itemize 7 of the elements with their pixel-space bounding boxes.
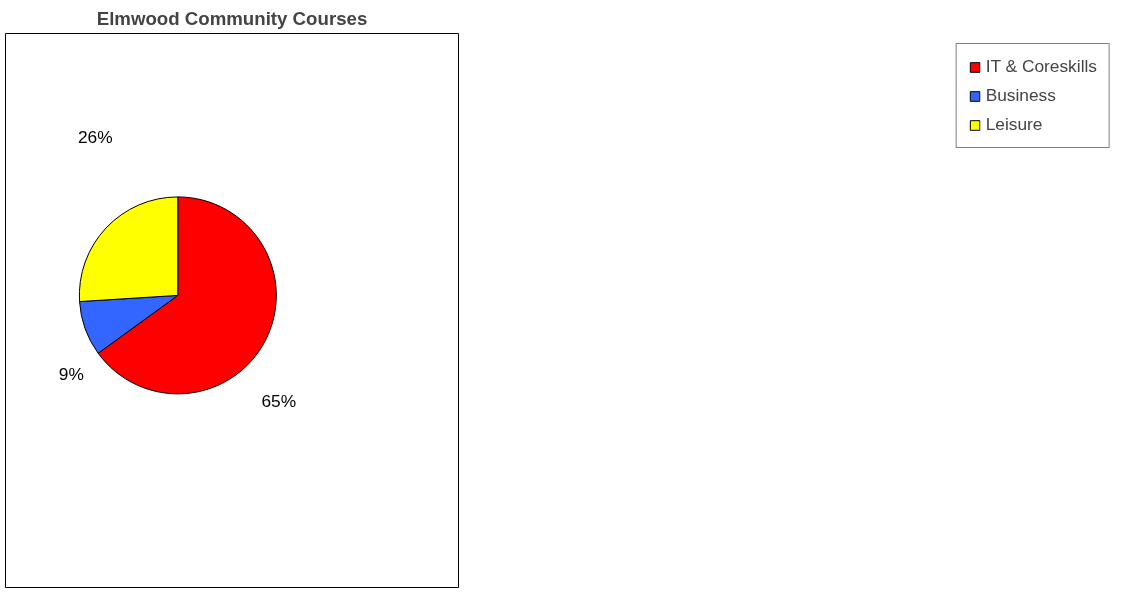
data-label: 65% [261,390,297,411]
legend-label: Leisure [985,114,1043,135]
legend-label: Business [985,85,1056,106]
legend-label: IT & Coreskills [985,56,1097,77]
data-label: 26% [77,126,113,147]
data-label: 9% [58,363,84,384]
chart-title: Elmwood Community Courses [96,7,368,29]
